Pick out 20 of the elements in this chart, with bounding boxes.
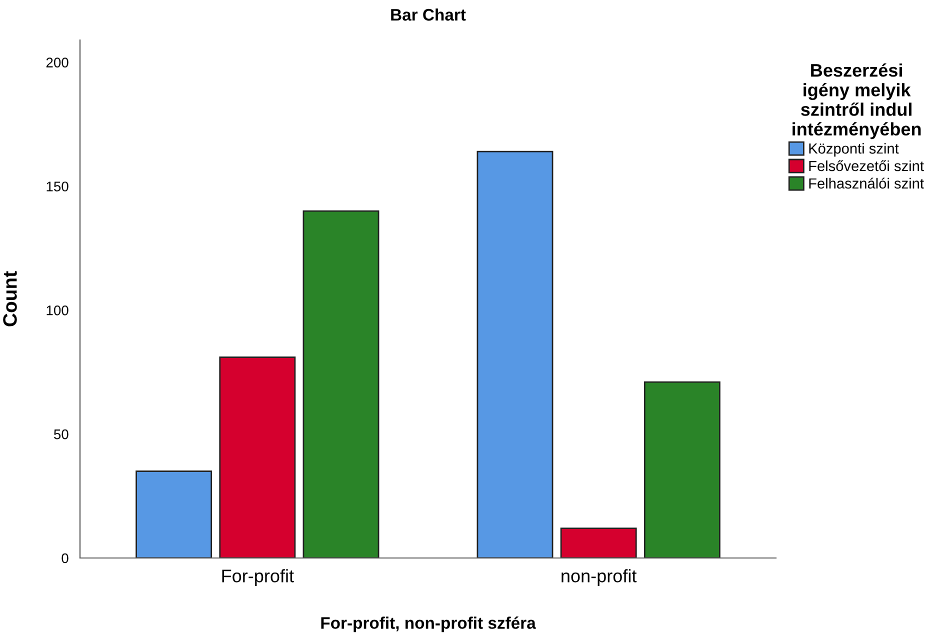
x-tick-label: For-profit	[222, 569, 294, 586]
legend-title: Beszerzési igény melyik szintről indul intézményében	[792, 63, 921, 140]
bar	[219, 356, 296, 558]
y-tick-label: 0	[62, 553, 68, 564]
legend-label: Felhasználói szint	[809, 178, 924, 189]
y-tick-label: 150	[46, 182, 68, 192]
bar	[644, 381, 720, 558]
bar	[302, 210, 380, 558]
legend-label: Felsővezetői szint	[809, 160, 924, 172]
y-axis-title: Count	[3, 271, 17, 326]
bar	[476, 150, 554, 558]
y-tick-label: 100	[46, 305, 68, 316]
y-tick-label: 200	[46, 58, 68, 68]
x-tick-label: non-profit	[562, 569, 637, 586]
bar	[560, 528, 637, 558]
y-tick-label: 50	[54, 429, 68, 440]
chart-title: Bar Chart	[391, 8, 466, 21]
x-axis-title: For-profit, non-profit szféra	[321, 616, 536, 632]
legend-label: Központi szint	[809, 142, 899, 157]
bar	[136, 470, 212, 558]
